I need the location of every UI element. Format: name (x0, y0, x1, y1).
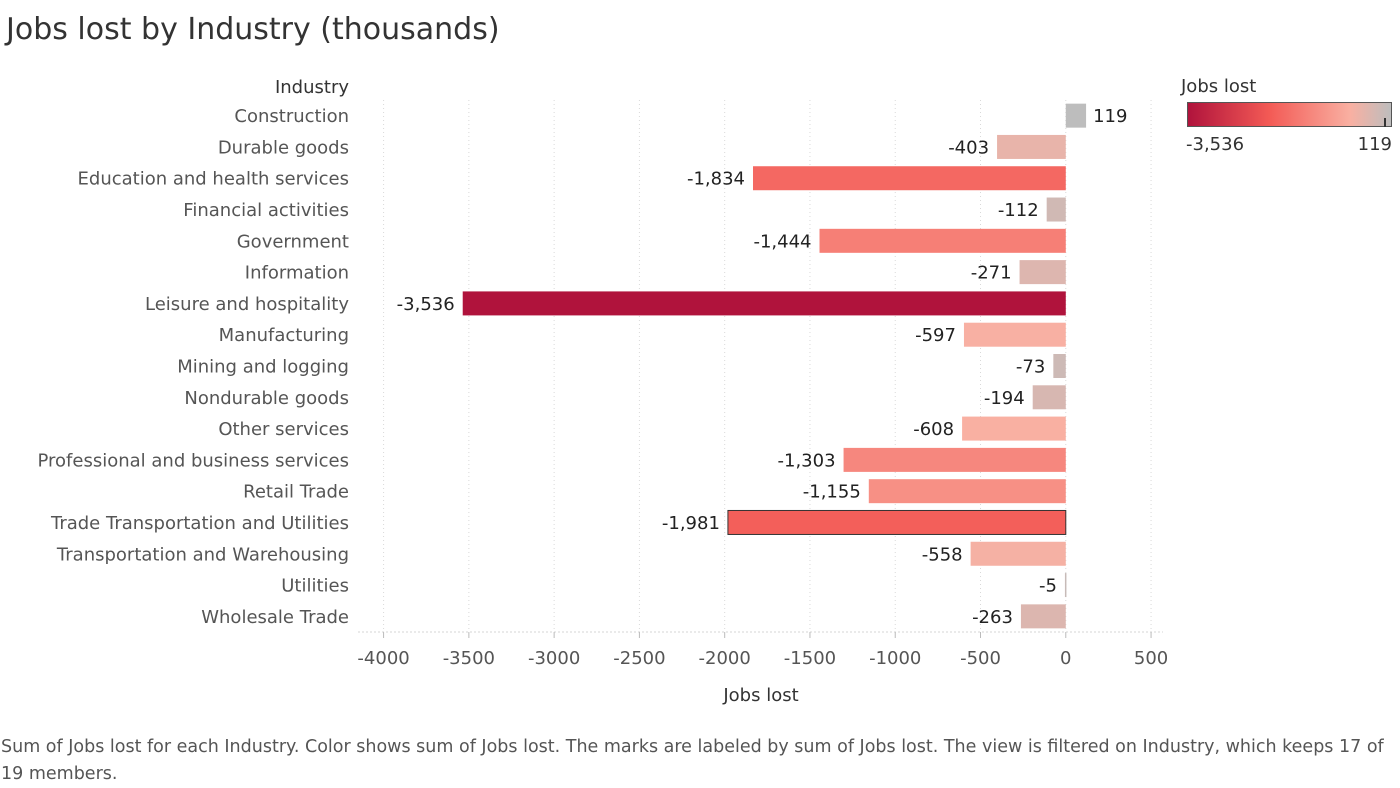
row-header: Industry (275, 77, 349, 98)
category-label: Information (245, 263, 349, 284)
bar[interactable] (868, 479, 1066, 504)
bar[interactable] (1019, 260, 1066, 285)
category-label: Construction (234, 106, 349, 127)
chart-caption: Sum of Jobs lost for each Industry. Colo… (1, 737, 1384, 784)
bar-value-label: -263 (972, 607, 1013, 628)
category-label: Other services (218, 419, 349, 440)
bars (462, 103, 1087, 629)
x-tick-label: -1000 (869, 648, 921, 669)
bar-value-label: -1,155 (803, 482, 861, 503)
legend-min-label: -3,536 (1186, 134, 1245, 155)
bar[interactable] (997, 134, 1066, 159)
x-tick-label: -3500 (443, 648, 495, 669)
bar-value-label: -1,303 (778, 450, 836, 471)
legend-color-ramp (1187, 102, 1392, 127)
x-tick-label: -500 (960, 648, 1001, 669)
bar-value-label: -3,536 (397, 294, 455, 315)
category-label: Government (237, 231, 349, 252)
x-axis: -4000 -3500 -3000 -2500 -2000 -1500 -1000 -500 0… (357, 631, 1168, 669)
bar-value-label: -271 (971, 263, 1012, 284)
bar-value-label: -5 (1039, 576, 1057, 597)
bar[interactable] (1046, 197, 1066, 222)
category-label: Financial activities (183, 200, 349, 221)
x-tick-label: 500 (1134, 648, 1168, 669)
x-tick-label: -1500 (784, 648, 836, 669)
bar-value-label: -1,981 (662, 513, 720, 534)
bar[interactable] (963, 322, 1066, 347)
bar[interactable] (727, 509, 1067, 535)
bar-value-label: -403 (948, 137, 989, 158)
category-label: Mining and logging (177, 357, 349, 378)
bar[interactable] (819, 228, 1066, 253)
bar[interactable] (462, 291, 1066, 316)
bar[interactable] (1020, 604, 1066, 629)
bar-value-label: -194 (984, 388, 1025, 409)
category-label: Education and health services (78, 169, 349, 190)
bar[interactable] (970, 541, 1066, 566)
bar-value-label: -597 (915, 325, 956, 346)
category-label: Utilities (281, 576, 349, 597)
legend-max-label: 119 (1357, 134, 1392, 155)
bar[interactable] (1064, 573, 1067, 598)
bar-value-label: -1,444 (753, 231, 811, 252)
category-label: Manufacturing (219, 325, 349, 346)
category-label: Durable goods (218, 137, 349, 158)
x-axis-title: Jobs lost (722, 685, 798, 706)
category-label: Nondurable goods (184, 388, 349, 409)
x-tick-label: -3000 (528, 648, 580, 669)
bar[interactable] (1053, 354, 1066, 378)
bar-value-label: -558 (922, 544, 963, 565)
bar[interactable] (1065, 103, 1087, 128)
category-labels: Construction Durable goods Education and h… (37, 106, 349, 628)
bar[interactable] (843, 447, 1066, 472)
bar[interactable] (752, 166, 1066, 191)
x-tick-label: -4000 (357, 648, 409, 669)
bar-value-label: -1,834 (687, 169, 745, 190)
bar[interactable] (962, 416, 1066, 441)
category-label: Wholesale Trade (201, 607, 349, 628)
value-labels: 119 -403 -1,834 -112 -1,444 -271 -3,536 -597 -73… (397, 106, 1128, 628)
x-tick-label: 0 (1060, 648, 1071, 669)
bar-value-label: -112 (998, 200, 1039, 221)
x-tick-label: -2500 (613, 648, 665, 669)
category-label: Professional and business services (37, 450, 349, 471)
category-label: Transportation and Warehousing (56, 544, 349, 565)
category-label: Trade Transportation and Utilities (50, 513, 349, 534)
x-tick-label: -2000 (699, 648, 751, 669)
bar-value-label: -608 (913, 419, 954, 440)
category-label: Retail Trade (243, 482, 349, 503)
bar-value-label: -73 (1016, 357, 1045, 378)
legend-title: Jobs lost (1181, 76, 1257, 97)
legend-zero-tick (1384, 118, 1386, 127)
category-label: Leisure and hospitality (145, 294, 349, 315)
bar-value-label: 119 (1093, 106, 1127, 127)
bar[interactable] (1032, 385, 1066, 410)
chart-title: Jobs lost by Industry (thousands) (6, 12, 500, 47)
